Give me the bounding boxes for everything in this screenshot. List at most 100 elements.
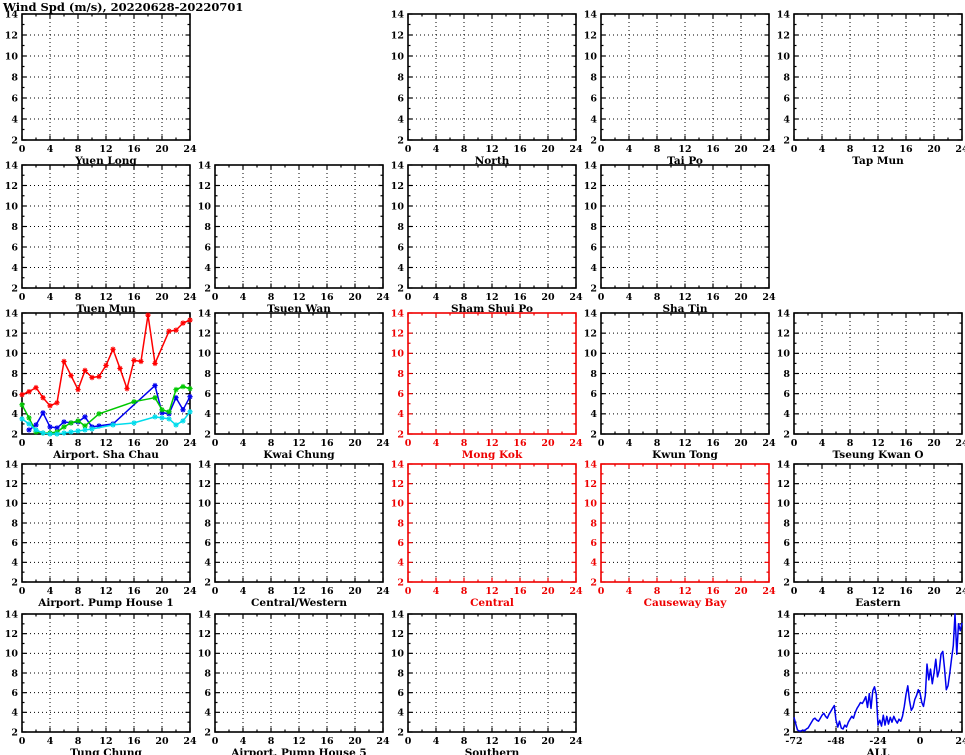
y-tick-label: 4: [11, 114, 18, 125]
y-tick-label: 10: [584, 499, 598, 510]
y-tick-label: 2: [11, 429, 18, 440]
x-tick-label: 4: [47, 438, 54, 449]
y-tick-label: 10: [584, 51, 598, 62]
chart-title: Tseung Kwan O: [832, 449, 923, 461]
chart-title: Central: [470, 597, 514, 609]
x-tick-label: 12: [99, 586, 112, 597]
y-tick-label: 8: [397, 518, 404, 529]
y-tick-label: 12: [777, 629, 790, 640]
y-tick-label: 8: [397, 222, 404, 233]
x-tick-label: 0: [405, 144, 412, 155]
x-tick-label: 20: [927, 586, 941, 597]
y-tick-label: 2: [204, 727, 211, 738]
x-tick-label: 8: [461, 438, 468, 449]
x-tick-label: 20: [348, 736, 362, 747]
x-tick-label: 20: [734, 292, 748, 303]
y-tick-label: 2: [204, 283, 211, 294]
y-tick-label: 6: [204, 389, 211, 400]
x-tick-label: 20: [155, 586, 169, 597]
y-tick-label: 8: [11, 668, 18, 679]
y-tick-label: 6: [783, 688, 790, 699]
y-tick-label: 4: [11, 409, 18, 420]
x-tick-label: 8: [847, 586, 854, 597]
chart-title: Airport. Sha Chau: [52, 449, 159, 461]
y-tick-label: 4: [397, 263, 404, 274]
y-tick-label: 12: [391, 479, 404, 490]
x-tick-label: 12: [292, 292, 305, 303]
x-tick-label: 4: [47, 292, 54, 303]
plot-border: [407, 613, 577, 733]
y-tick-label: 4: [397, 114, 404, 125]
x-tick-label: 8: [268, 292, 275, 303]
y-tick-label: 2: [397, 727, 404, 738]
chart-panel-tap-mun: 246810121404812162024Tap Mun: [777, 9, 965, 167]
y-tick-label: 12: [5, 181, 18, 192]
y-tick-label: 14: [198, 160, 212, 171]
y-tick-label: 8: [397, 72, 404, 83]
chart-panel-eastern: 246810121404812162024Eastern: [777, 459, 965, 609]
x-tick-label: 0: [405, 438, 412, 449]
x-tick-label: 0: [791, 586, 798, 597]
x-tick-label: 8: [75, 586, 82, 597]
y-tick-label: 12: [584, 329, 597, 340]
y-tick-label: 6: [783, 538, 790, 549]
x-tick-label: 12: [678, 586, 691, 597]
plot-border: [793, 13, 963, 141]
plot-border: [793, 463, 963, 583]
x-tick-label: 4: [240, 586, 247, 597]
page-title: Wind Spd (m/s), 20220628-20220701: [3, 0, 244, 14]
x-tick-label: 16: [706, 438, 720, 449]
y-tick-label: 10: [198, 499, 212, 510]
x-tick-label: 20: [155, 292, 169, 303]
y-tick-label: 4: [783, 708, 790, 719]
plot-border: [21, 164, 191, 289]
y-tick-label: 10: [584, 349, 598, 360]
y-tick-label: 14: [777, 609, 791, 620]
y-tick-label: 4: [590, 558, 597, 569]
y-tick-label: 4: [204, 558, 211, 569]
y-tick-label: 12: [198, 629, 211, 640]
x-tick-label: 20: [155, 438, 169, 449]
y-tick-label: 6: [397, 242, 404, 253]
x-tick-label: 24: [183, 144, 197, 155]
y-tick-label: 12: [198, 479, 211, 490]
series-markers-cyan: [19, 409, 193, 437]
y-tick-label: 14: [391, 9, 405, 20]
y-tick-label: 10: [198, 349, 212, 360]
x-tick-label: 12: [292, 438, 305, 449]
x-tick-label: 20: [734, 438, 748, 449]
x-tick-label: 12: [99, 438, 112, 449]
chart-title: Kwai Chung: [263, 449, 335, 461]
x-tick-label: 12: [678, 438, 691, 449]
plot-border: [407, 463, 577, 583]
x-tick-label: 12: [99, 736, 112, 747]
x-tick-label: 12: [485, 144, 498, 155]
y-tick-label: 4: [590, 263, 597, 274]
x-tick-label: -48: [827, 736, 845, 747]
y-tick-label: 4: [204, 263, 211, 274]
series-line-blue: [793, 613, 963, 732]
plot-border: [407, 312, 577, 435]
x-tick-label: 12: [678, 292, 691, 303]
plot-border: [214, 613, 384, 733]
x-tick-label: 0: [598, 438, 605, 449]
chart-title: Tai Po: [667, 155, 703, 167]
x-tick-label: 8: [654, 586, 661, 597]
x-tick-label: 4: [433, 144, 440, 155]
x-tick-label: 12: [485, 586, 498, 597]
chart-title: Eastern: [855, 597, 901, 609]
y-tick-label: 2: [590, 135, 597, 146]
x-tick-label: 8: [654, 292, 661, 303]
x-tick-label: 16: [513, 292, 527, 303]
x-tick-label: 4: [626, 438, 633, 449]
y-tick-label: 8: [590, 518, 597, 529]
x-tick-label: 8: [461, 736, 468, 747]
y-tick-label: 12: [391, 329, 404, 340]
x-tick-label: 16: [706, 586, 720, 597]
